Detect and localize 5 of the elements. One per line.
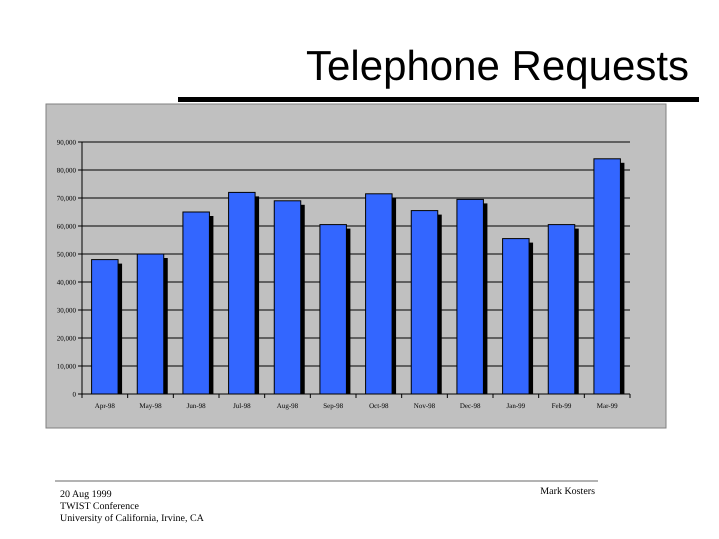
chart-title: Telephone Requests [306, 42, 689, 89]
text: University of California, Irvine, CA [60, 513, 205, 524]
text: TWIST Conference [60, 501, 140, 512]
text: 20 Aug 1999 [60, 489, 112, 500]
text: Mark Kosters [540, 486, 596, 497]
